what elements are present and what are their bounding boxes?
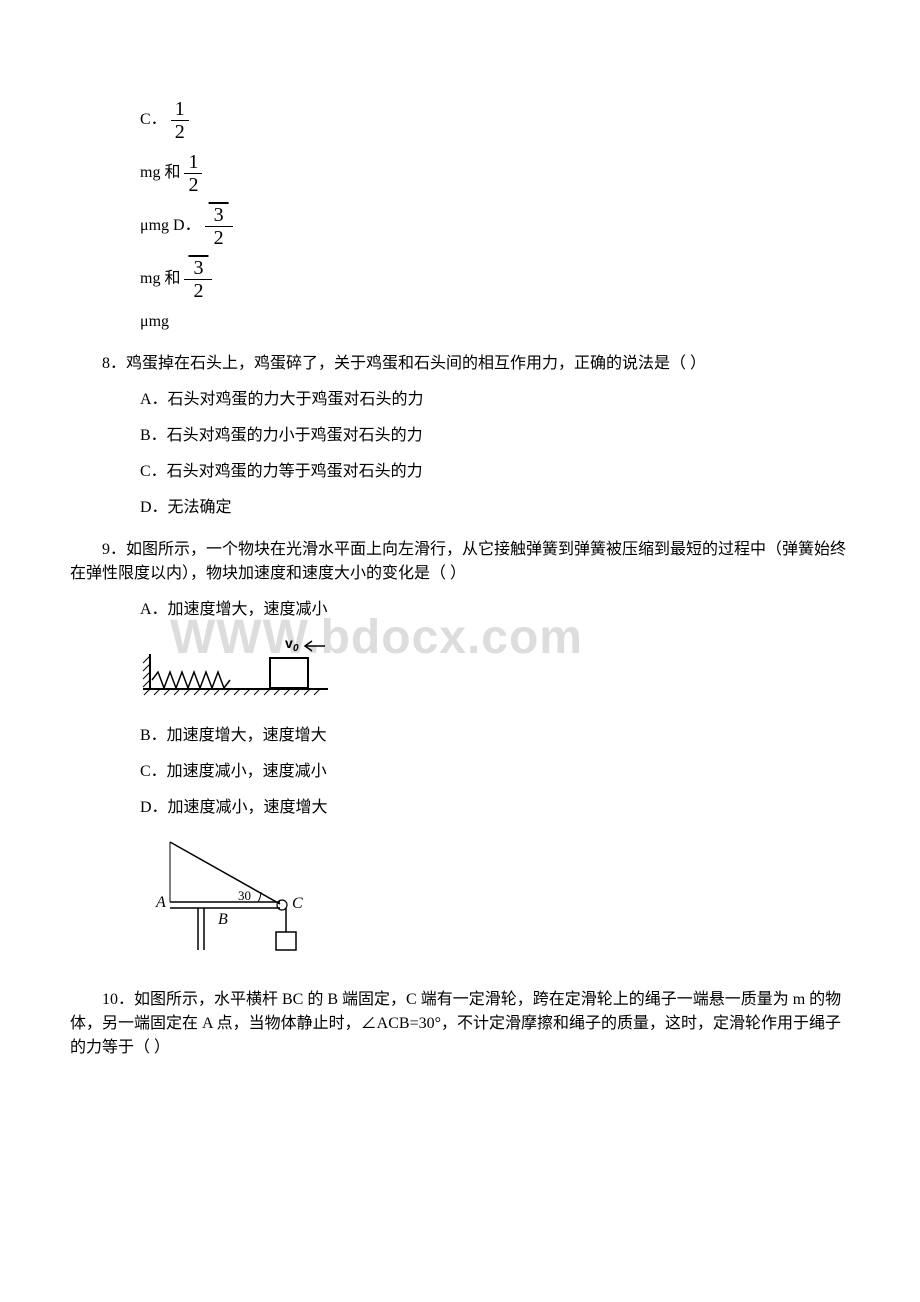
q7-optC-label: C． <box>140 111 167 128</box>
q10-stem-text: 10．如图所示，水平横杆 BC 的 B 端固定，C 端有一定滑轮，跨在定滑轮上的… <box>70 991 841 1056</box>
spring-coil <box>152 672 230 688</box>
q10-label-C: C <box>292 895 303 912</box>
q7-mumg: μmg <box>140 313 169 330</box>
block-rect <box>270 658 308 688</box>
q9-stem: 9．如图所示，一个物块在光滑水平面上向左滑行，从它接触弹簧到弹簧被压缩到最短的过… <box>70 538 850 586</box>
q8-optD: D．无法确定 <box>140 496 850 520</box>
frac-num: 3 <box>205 204 233 227</box>
q7-optC-line2: mg 和 1 2 <box>140 151 850 196</box>
frac-sqrt3-2-b: 3 2 <box>184 257 212 302</box>
wall-hatch <box>143 664 150 671</box>
q8-optA: A．石头对鸡蛋的力大于鸡蛋对石头的力 <box>140 388 850 412</box>
frac-num: 3 <box>184 257 212 280</box>
q8-stem-text: 8．鸡蛋掉在石头上，鸡蛋碎了，关于鸡蛋和石头间的相互作用力，正确的说法是（ ） <box>102 355 706 372</box>
q7-optD-line1: μmg D． 3 2 <box>140 204 850 249</box>
q10-label-A: A <box>155 894 166 911</box>
q8-stem: 8．鸡蛋掉在石头上，鸡蛋碎了，关于鸡蛋和石头间的相互作用力，正确的说法是（ ） <box>70 352 850 376</box>
q8-optB: B．石头对鸡蛋的力小于鸡蛋对石头的力 <box>140 424 850 448</box>
wall-hatch <box>143 656 150 663</box>
rope-ac <box>170 842 280 904</box>
q10-figure: A B C 30 <box>140 832 850 970</box>
hanging-block <box>276 932 296 950</box>
q9-stem-text: 9．如图所示，一个物块在光滑水平面上向左滑行，从它接触弹簧到弹簧被压缩到最短的过… <box>70 541 846 582</box>
q7-optD-line2: mg 和 3 2 <box>140 257 850 302</box>
wall-hatch <box>143 680 150 687</box>
q9-optB: B．加速度增大，速度增大 <box>140 724 850 748</box>
frac-num: 1 <box>184 151 202 174</box>
frac-1-2-a: 1 2 <box>171 98 189 143</box>
q9-v0-sub: 0 <box>293 643 299 654</box>
q9-optD: D．加速度减小，速度增大 <box>140 796 850 820</box>
frac-1-2-b: 1 2 <box>184 151 202 196</box>
q10-label-B: B <box>218 911 228 928</box>
q9-v0-label: v <box>285 635 293 651</box>
q10-angle-label: 30 <box>238 888 251 903</box>
q7-mg-and-b: mg 和 <box>140 270 180 287</box>
frac-den: 2 <box>184 280 212 302</box>
frac-den: 2 <box>171 121 189 143</box>
document-content: C． 1 2 mg 和 1 2 μmg D． 3 2 mg 和 3 2 μmg … <box>70 98 850 1060</box>
frac-num: 1 <box>171 98 189 121</box>
q10-svg: A B C 30 <box>140 832 320 962</box>
q7-mumg-d: μmg D． <box>140 217 201 234</box>
q10-stem: 10．如图所示，水平横杆 BC 的 B 端固定，C 端有一定滑轮，跨在定滑轮上的… <box>70 988 850 1060</box>
q9-optC: C．加速度减小，速度减小 <box>140 760 850 784</box>
q9-figure: v 0 <box>140 634 850 712</box>
q7-optC-line1: C． 1 2 <box>140 98 850 143</box>
frac-den: 2 <box>184 174 202 196</box>
angle-arc <box>258 892 261 902</box>
wall-hatch <box>143 672 150 679</box>
q9-svg: v 0 <box>140 634 330 704</box>
q9-optA: A．加速度增大，速度减小 <box>140 598 850 622</box>
q7-optD-line3: μmg <box>140 310 850 334</box>
frac-sqrt3-2-a: 3 2 <box>205 204 233 249</box>
frac-den: 2 <box>205 227 233 249</box>
q7-mg-and-a: mg 和 <box>140 164 180 181</box>
q8-optC: C．石头对鸡蛋的力等于鸡蛋对石头的力 <box>140 460 850 484</box>
